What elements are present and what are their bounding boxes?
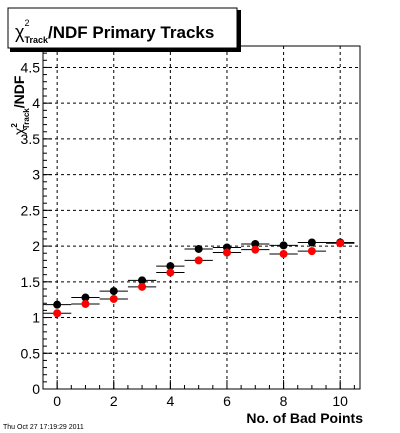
data-point xyxy=(307,238,316,247)
y-axis-title-symbol: χ xyxy=(11,127,27,135)
data-point xyxy=(109,287,118,296)
chart-title: χ2 Track/NDF Primary Tracks xyxy=(15,18,214,45)
y-axis-title: χ2 Track/NDF xyxy=(10,75,31,135)
data-point xyxy=(138,282,147,291)
data-point xyxy=(194,256,203,265)
axis-ticks xyxy=(43,45,355,390)
data-point xyxy=(81,293,90,302)
data-point xyxy=(194,244,203,253)
data-point xyxy=(336,239,345,248)
data-point xyxy=(279,249,288,258)
y-axis-title-superscript: 2 xyxy=(10,123,19,128)
data-point xyxy=(166,268,175,277)
data-point xyxy=(109,294,118,303)
plot-frame xyxy=(42,45,361,390)
y-tick-label: 4 xyxy=(32,95,40,111)
y-tick-label: 3 xyxy=(32,167,40,183)
chart-title-symbol: χ xyxy=(15,22,25,42)
y-tick-labels: 0 0.5 1 1.5 2 2.5 3 3.5 4 4.5 xyxy=(21,59,41,397)
data-point xyxy=(251,245,260,254)
y-tick-label: 3.5 xyxy=(21,131,41,147)
x-axis-title: No. of Bad Points xyxy=(246,410,363,426)
chart-title-box: χ2 Track/NDF Primary Tracks xyxy=(7,7,241,52)
data-point xyxy=(53,300,62,309)
y-tick-label: 4.5 xyxy=(21,59,41,75)
x-tick-labels: 0 2 4 6 8 10 xyxy=(53,393,348,409)
chart-title-rest: /NDF Primary Tracks xyxy=(48,23,214,42)
timestamp: Thu Oct 27 17:19:29 2011 xyxy=(3,424,84,431)
y-axis-title-subscript: Track xyxy=(22,108,31,129)
data-point xyxy=(251,239,260,248)
x-tick-label: 6 xyxy=(223,393,231,409)
data-point xyxy=(166,262,175,271)
x-tick-label: 2 xyxy=(110,393,118,409)
y-tick-label: 1.5 xyxy=(21,274,41,290)
y-tick-label: 2 xyxy=(32,238,40,254)
data-point xyxy=(307,247,316,256)
data-points xyxy=(43,238,355,318)
chart-title-subscript: Track xyxy=(24,35,49,45)
x-tick-label: 8 xyxy=(280,393,288,409)
y-tick-label: 1 xyxy=(32,310,40,326)
data-point xyxy=(279,241,288,250)
y-tick-label: 2.5 xyxy=(21,202,41,218)
x-tick-label: 4 xyxy=(166,393,174,409)
x-tick-label: 10 xyxy=(332,393,348,409)
data-point xyxy=(53,309,62,318)
data-point xyxy=(222,248,231,257)
chart-title-superscript: 2 xyxy=(24,18,29,28)
grid-lines xyxy=(43,46,360,389)
y-tick-label: 0 xyxy=(32,381,40,397)
data-point xyxy=(138,276,147,285)
x-tick-label: 0 xyxy=(53,393,61,409)
data-point xyxy=(81,299,90,308)
y-tick-label: 0.5 xyxy=(21,345,41,361)
y-axis-title-rest: /NDF xyxy=(11,75,27,108)
